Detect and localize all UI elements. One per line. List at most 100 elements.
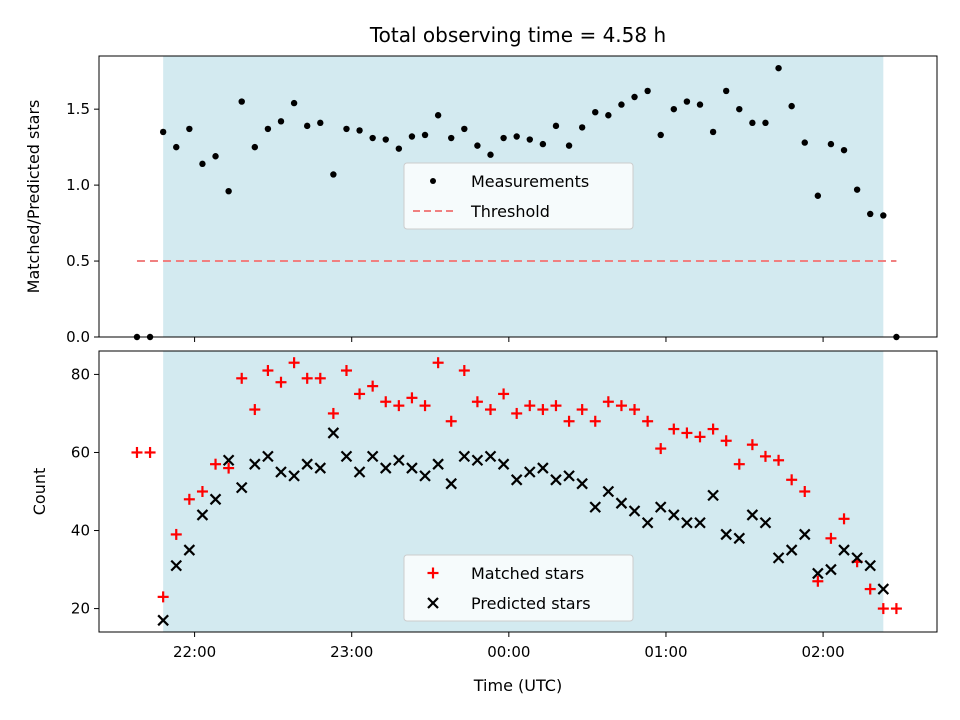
predicted-star-point (838, 544, 850, 556)
measurement-point (526, 136, 533, 143)
matched-star-point (210, 458, 222, 470)
matched-star-point (498, 388, 510, 400)
measurement-point (159, 128, 167, 136)
top-axis-ticks: 0.0 0.5 1.0 1.5 (66, 100, 824, 346)
predicted-star-point (301, 458, 313, 470)
predicted-star-point (615, 497, 628, 509)
x-axis-label: Time (UTC) (473, 676, 562, 695)
matched-star-point (890, 603, 902, 615)
predicted-star-point (733, 532, 746, 545)
measurement-point (173, 143, 180, 151)
top-y-tick-label: 1.0 (66, 176, 90, 194)
matched-star-point (419, 400, 431, 412)
predicted-star-point (746, 509, 759, 521)
measurement-point (225, 187, 232, 195)
measurement-point (303, 122, 311, 130)
matched-star-point (681, 427, 693, 439)
predicted-star-point (262, 450, 274, 463)
measurement-point (592, 109, 599, 116)
predicted-star-point (785, 544, 798, 556)
matched-star-point (340, 365, 352, 377)
predicted-star-point (628, 505, 641, 517)
measurement-point (251, 143, 259, 151)
measurement-point (736, 105, 743, 113)
legend-measurements-label: Measurements (471, 172, 589, 191)
matched-star-point (877, 603, 889, 615)
bottom-axes-frame (98, 350, 938, 633)
measurement-point (448, 134, 455, 142)
bottom-y-tick-label: 80 (71, 365, 90, 383)
measurement-point (618, 101, 625, 108)
bottom-legend-box (403, 554, 634, 622)
measurement-point (749, 119, 756, 127)
top-y-tick-label: 1.5 (66, 100, 90, 118)
bottom-y-tick-label: 20 (71, 600, 90, 618)
predicted-star-point (681, 516, 693, 529)
measurement-point (722, 87, 730, 95)
measurement-point (762, 119, 769, 127)
matched-star-point (354, 388, 366, 400)
measurement-point (696, 101, 704, 108)
measurement-point (644, 87, 651, 95)
measurement-point (853, 186, 861, 193)
matched-star-point (642, 415, 654, 427)
matched-star-point (458, 365, 470, 377)
chart-title: Total observing time = 4.58 h (369, 23, 666, 47)
matched-star-point (602, 396, 614, 408)
measurement-point (408, 133, 416, 140)
predicted-star-point (825, 563, 837, 576)
bottom-legend: Matched stars Predicted stars (403, 554, 634, 622)
matched-star-point (720, 435, 732, 447)
predicted-star-point (235, 481, 248, 494)
top-panel: 0.0 0.5 1.0 1.5 Matched/Predicted stars Mea… (24, 55, 938, 346)
legend-matched-label: Matched stars (471, 564, 584, 583)
predicted-star-point (445, 477, 457, 490)
measurement-point (801, 139, 808, 146)
matched-star-point (367, 380, 379, 392)
matched-star-point (314, 372, 326, 384)
measurement-point (670, 105, 678, 113)
matched-star-point (485, 404, 497, 416)
matched-star-point (786, 474, 798, 486)
measurement-point (199, 160, 206, 168)
matched-star-point (511, 407, 523, 419)
measurement-point (343, 125, 350, 133)
legend-predicted-label: Predicted stars (471, 594, 591, 613)
predicted-star-point (222, 454, 235, 467)
top-legend-box (403, 162, 634, 230)
predicted-star-point (471, 454, 484, 467)
matched-star-point (131, 446, 143, 458)
predicted-star-point (353, 466, 366, 478)
measurement-point (186, 125, 193, 133)
matched-star-point (393, 400, 405, 412)
x-tick-label: 00:00 (487, 643, 530, 661)
matched-star-point (537, 404, 549, 416)
matched-star-point (655, 443, 667, 455)
measurement-point (382, 136, 389, 143)
predicted-star-point (406, 462, 418, 474)
matched-star-point (576, 404, 588, 416)
predicted-star-point (720, 528, 732, 541)
bottom-y-tick-label: 40 (71, 522, 90, 540)
predicted-star-point (288, 470, 300, 482)
measurement-point (317, 119, 324, 127)
measurement-point (552, 122, 560, 130)
predicted-star-point (537, 462, 549, 474)
matched-star-point (524, 400, 536, 412)
measurement-point (330, 171, 337, 178)
measurement-point (539, 140, 547, 148)
predicted-star-point (510, 474, 523, 486)
measurement-point (827, 140, 835, 148)
predicted-star-point (576, 477, 588, 490)
measurement-point (683, 98, 691, 105)
matched-star-point (773, 454, 785, 466)
matched-star-point (249, 404, 261, 416)
measurement-point (461, 125, 468, 133)
matched-star-point (812, 575, 824, 587)
measurement-point (356, 127, 363, 134)
measurement-points (133, 64, 900, 341)
matched-star-point (157, 591, 169, 603)
predicted-star-point (379, 462, 392, 474)
